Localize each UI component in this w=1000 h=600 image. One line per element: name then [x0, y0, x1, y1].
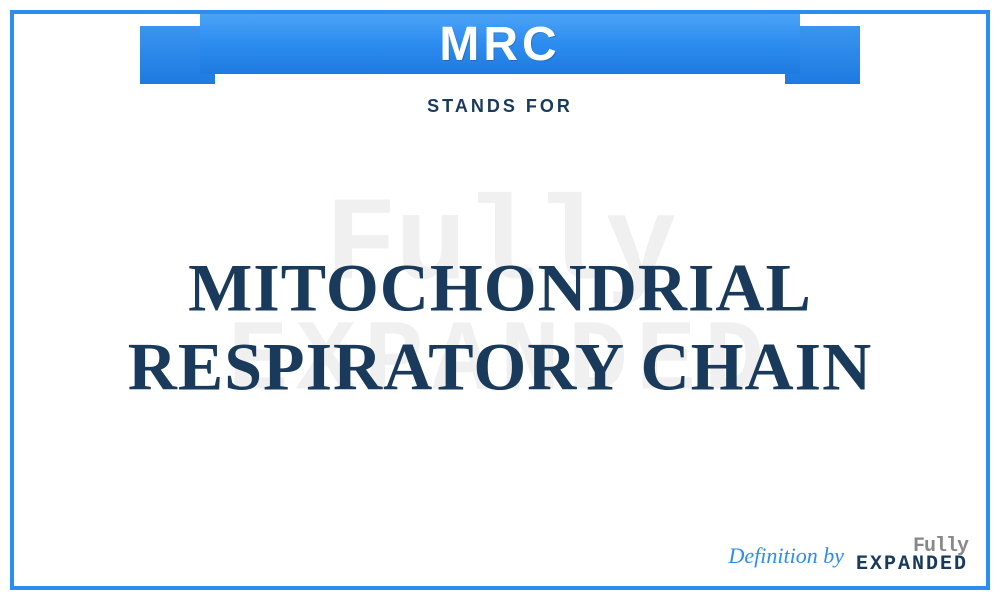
stands-for-label: STANDS FOR: [14, 96, 986, 117]
definition-by-label: Definition by: [729, 543, 844, 569]
footer: Definition by Fully EXPANDED: [729, 538, 969, 574]
ribbon-center: MRC: [200, 14, 800, 74]
card-frame: Fully EXPANDED MRC STANDS FOR MITOCHONDR…: [10, 10, 990, 590]
brand-logo: Fully EXPANDED: [856, 538, 968, 574]
acronym-text: MRC: [439, 17, 560, 72]
ribbon-banner: MRC: [140, 14, 860, 84]
definition-text: MITOCHONDRIAL RESPIRATORY CHAIN: [63, 249, 938, 405]
brand-logo-bottom: EXPANDED: [856, 556, 968, 574]
